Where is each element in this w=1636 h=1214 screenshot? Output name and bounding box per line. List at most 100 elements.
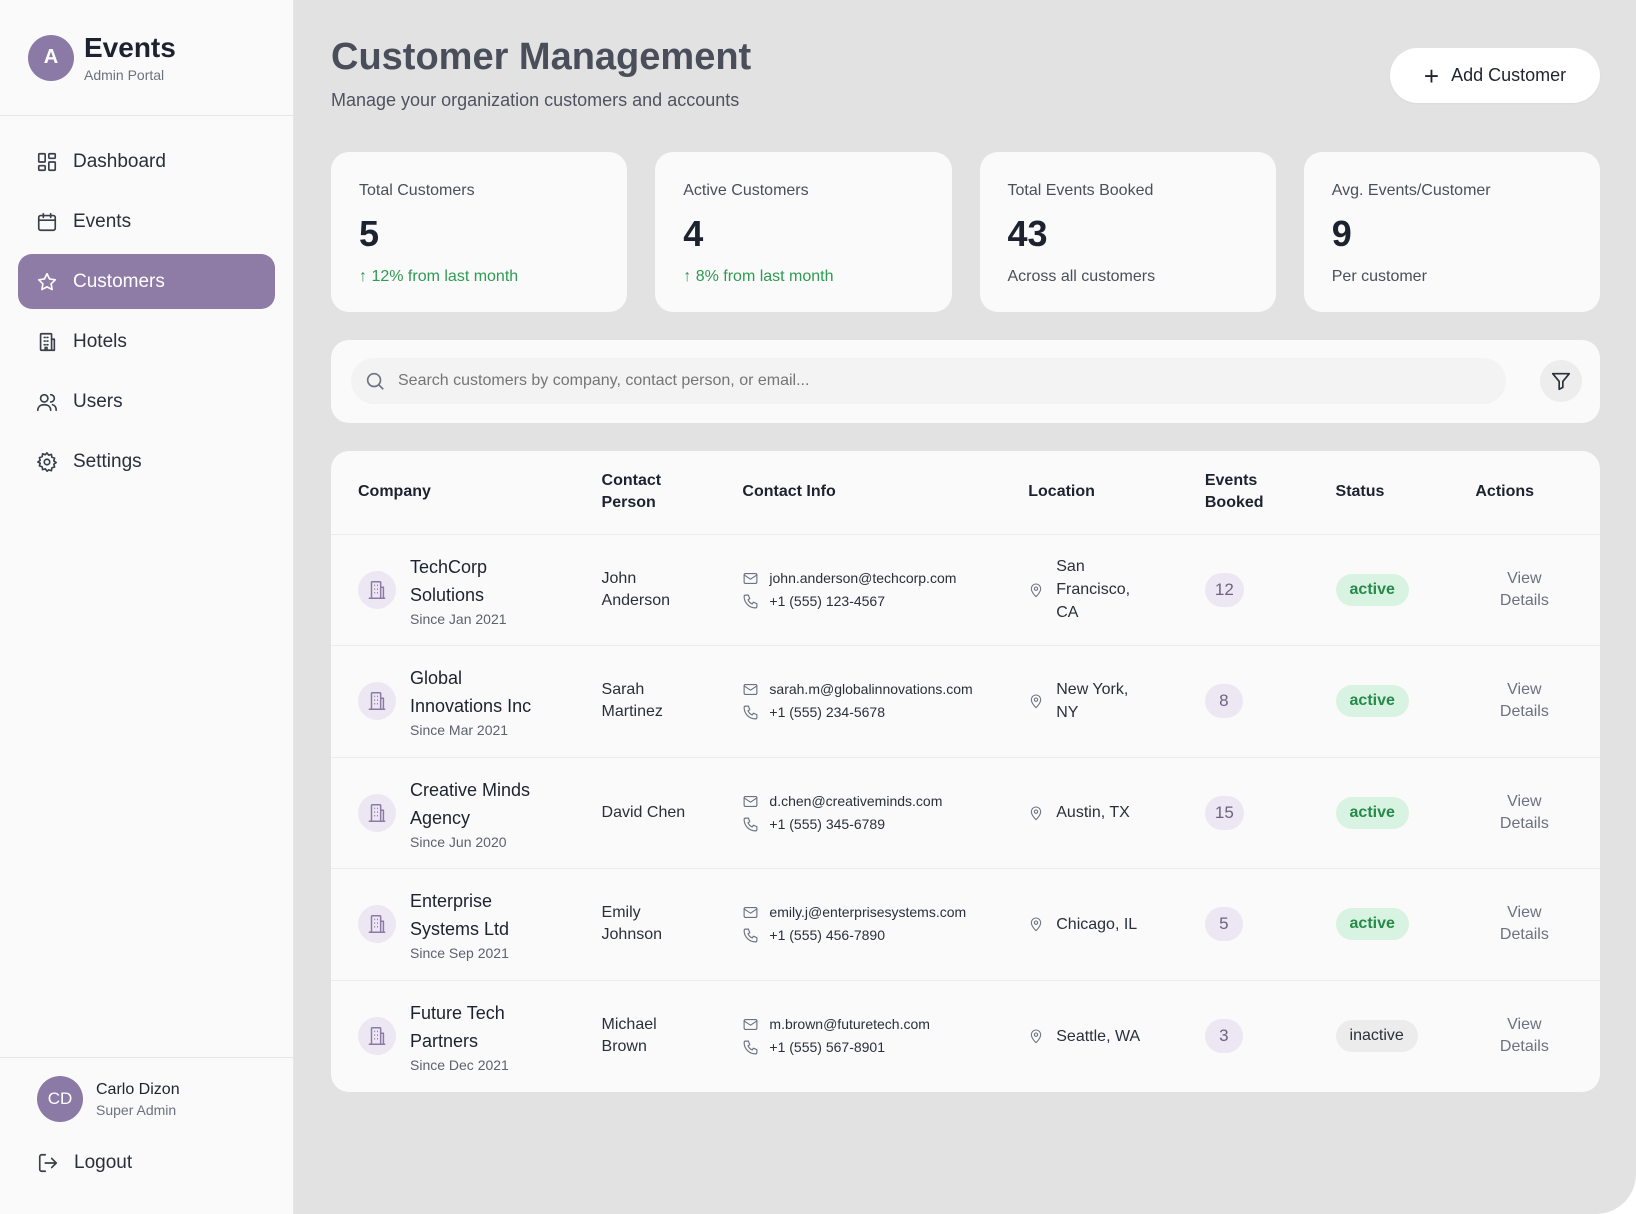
contact-email[interactable]: john.anderson@techcorp.com	[742, 567, 1028, 590]
view-details-link[interactable]: View Details	[1499, 904, 1549, 944]
company-name: Enterprise Systems Ltd	[410, 891, 510, 940]
brand: A Events Admin Portal	[0, 0, 293, 116]
sidebar-item-users[interactable]: Users	[18, 374, 275, 429]
filter-button[interactable]	[1540, 360, 1582, 402]
stat-trend: ↑ 8% from last month	[683, 268, 834, 285]
contact-phone[interactable]: +1 (555) 456-7890	[742, 924, 1028, 947]
events-count-badge: 5	[1204, 907, 1243, 942]
column-header-events-booked[interactable]: Events Booked	[1204, 451, 1336, 535]
location-text: Chicago, IL	[1056, 915, 1138, 933]
phone-icon	[743, 928, 758, 943]
calendar-icon	[36, 211, 58, 233]
contact-phone[interactable]: +1 (555) 567-8901	[742, 1036, 1028, 1059]
customer-since: Since Sep 2021	[410, 945, 509, 962]
contact-phone[interactable]: +1 (555) 123-4567	[742, 590, 1028, 613]
sidebar-item-label: Customers	[73, 270, 165, 292]
customers-table-card: Company Contact Person Contact Info Loca…	[331, 451, 1600, 1092]
table-row[interactable]: TechCorp Solutions Since Jan 2021 John A…	[331, 534, 1600, 646]
table-row[interactable]: Creative Minds Agency Since Jun 2020 Dav…	[331, 757, 1600, 869]
page-header: Customer Management Manage your organiza…	[331, 0, 1600, 152]
company-name: Creative Minds Agency	[410, 779, 531, 828]
star-icon	[36, 271, 58, 293]
user-profile[interactable]: CD Carlo Dizon Super Admin	[0, 1058, 293, 1122]
table-row[interactable]: Enterprise Systems Ltd Since Sep 2021 Em…	[331, 869, 1600, 980]
location-pin-icon	[1031, 583, 1042, 598]
brand-title: Events	[84, 32, 176, 63]
company-building-icon	[358, 682, 396, 721]
page-title: Customer Management	[331, 36, 752, 78]
sidebar-footer: CD Carlo Dizon Super Admin Logout	[0, 1057, 293, 1214]
stat-label: Total Customers	[359, 182, 475, 199]
phone-icon	[743, 1040, 758, 1055]
view-details-link[interactable]: View Details	[1499, 681, 1549, 721]
avatar: CD	[37, 1076, 83, 1122]
column-header-contact-info[interactable]: Contact Info	[742, 451, 1029, 535]
brand-logo: A	[28, 34, 74, 81]
logout-label: Logout	[74, 1152, 133, 1173]
location-text: Austin, TX	[1056, 804, 1130, 822]
search-input[interactable]	[398, 358, 1506, 404]
column-header-status[interactable]: Status	[1335, 451, 1475, 535]
column-header-company[interactable]: Company	[331, 451, 602, 535]
company-name: Global Innovations Inc	[410, 668, 532, 717]
sidebar-nav: Dashboard Events Customers Hotels Users …	[0, 116, 293, 494]
mail-icon	[743, 795, 758, 807]
stat-card-avg-events: Avg. Events/Customer 9 Per customer	[1303, 152, 1600, 312]
view-details-link[interactable]: View Details	[1499, 569, 1549, 609]
events-count-badge: 12	[1204, 572, 1244, 607]
sidebar-item-events[interactable]: Events	[18, 194, 275, 249]
contact-phone[interactable]: +1 (555) 345-6789	[742, 813, 1028, 836]
contact-person: John Anderson	[601, 569, 671, 609]
search-icon	[366, 372, 384, 390]
sidebar-item-customers[interactable]: Customers	[18, 254, 275, 309]
customer-since: Since Mar 2021	[410, 722, 509, 739]
sidebar-item-dashboard[interactable]: Dashboard	[18, 134, 275, 189]
location-text: San Francisco, CA	[1056, 558, 1131, 622]
stat-label: Avg. Events/Customer	[1331, 182, 1491, 199]
stat-card-active-customers: Active Customers 4 ↑ 8% from last month	[655, 152, 952, 312]
stat-value: 9	[1331, 213, 1352, 254]
contact-phone[interactable]: +1 (555) 234-5678	[742, 701, 1028, 724]
contact-email[interactable]: d.chen@creativeminds.com	[742, 790, 1028, 813]
gear-icon	[36, 451, 58, 473]
status-badge: active	[1335, 573, 1409, 606]
sidebar-item-label: Events	[73, 210, 132, 232]
stat-card-total-events: Total Events Booked 43 Across all custom…	[979, 152, 1276, 312]
sidebar-item-hotels[interactable]: Hotels	[18, 314, 275, 369]
column-header-actions: Actions	[1474, 451, 1600, 535]
sidebar-item-label: Hotels	[73, 330, 127, 352]
table-header-row: Company Contact Person Contact Info Loca…	[331, 451, 1600, 535]
column-header-contact-person[interactable]: Contact Person	[601, 451, 743, 535]
add-customer-button[interactable]: + Add Customer	[1390, 48, 1600, 103]
users-icon	[36, 391, 58, 413]
contact-person: Emily Johnson	[601, 904, 663, 944]
contact-email[interactable]: m.brown@futuretech.com	[742, 1013, 1028, 1036]
company-name: Future Tech Partners	[410, 1003, 505, 1051]
location-text: New York, NY	[1056, 681, 1129, 722]
sidebar: A Events Admin Portal Dashboard Events C…	[0, 0, 294, 1214]
building-icon	[36, 331, 58, 353]
dashboard-icon	[36, 151, 58, 173]
table-row[interactable]: Global Innovations Inc Since Mar 2021 Sa…	[331, 646, 1600, 757]
sidebar-item-label: Users	[73, 390, 123, 412]
company-name: TechCorp Solutions	[410, 556, 488, 605]
status-badge: active	[1335, 796, 1409, 829]
stat-card-total-customers: Total Customers 5 ↑ 12% from last month	[331, 152, 628, 312]
status-badge: active	[1335, 908, 1409, 941]
sidebar-item-settings[interactable]: Settings	[18, 434, 275, 489]
table-row[interactable]: Future Tech Partners Since Dec 2021 Mich…	[331, 980, 1600, 1092]
location-pin-icon	[1031, 1029, 1042, 1044]
page-subtitle: Manage your organization customers and a…	[331, 90, 740, 110]
status-badge: active	[1335, 685, 1409, 718]
contact-email[interactable]: emily.j@enterprisesystems.com	[742, 901, 1028, 924]
column-header-location[interactable]: Location	[1028, 451, 1205, 535]
location-pin-icon	[1031, 806, 1042, 821]
events-count-badge: 15	[1204, 795, 1244, 830]
contact-email[interactable]: sarah.m@globalinnovations.com	[742, 678, 1028, 701]
logout-button[interactable]: Logout	[0, 1152, 293, 1174]
add-customer-label: Add Customer	[1451, 65, 1567, 85]
view-details-link[interactable]: View Details	[1499, 792, 1549, 832]
view-details-link[interactable]: View Details	[1499, 1016, 1549, 1055]
stat-value: 4	[683, 213, 704, 254]
contact-person: David Chen	[601, 803, 686, 821]
